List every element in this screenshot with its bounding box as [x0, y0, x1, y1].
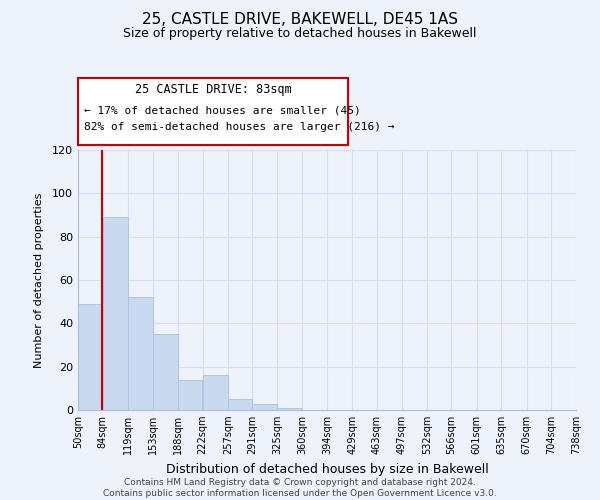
Text: Contains HM Land Registry data © Crown copyright and database right 2024.
Contai: Contains HM Land Registry data © Crown c…: [103, 478, 497, 498]
Bar: [152, 334, 178, 410]
Bar: [103, 217, 128, 410]
Bar: [253, 404, 277, 410]
Bar: [78, 304, 103, 410]
X-axis label: Distribution of detached houses by size in Bakewell: Distribution of detached houses by size …: [166, 462, 488, 475]
Text: 25 CASTLE DRIVE: 83sqm: 25 CASTLE DRIVE: 83sqm: [134, 82, 292, 96]
Text: Size of property relative to detached houses in Bakewell: Size of property relative to detached ho…: [123, 28, 477, 40]
Bar: [128, 298, 152, 410]
Y-axis label: Number of detached properties: Number of detached properties: [34, 192, 44, 368]
Bar: [277, 408, 302, 410]
Bar: [228, 399, 253, 410]
Bar: [178, 380, 202, 410]
Bar: [203, 376, 228, 410]
Text: 82% of semi-detached houses are larger (216) →: 82% of semi-detached houses are larger (…: [84, 122, 395, 132]
Text: ← 17% of detached houses are smaller (45): ← 17% of detached houses are smaller (45…: [84, 105, 361, 115]
Text: 25, CASTLE DRIVE, BAKEWELL, DE45 1AS: 25, CASTLE DRIVE, BAKEWELL, DE45 1AS: [142, 12, 458, 28]
